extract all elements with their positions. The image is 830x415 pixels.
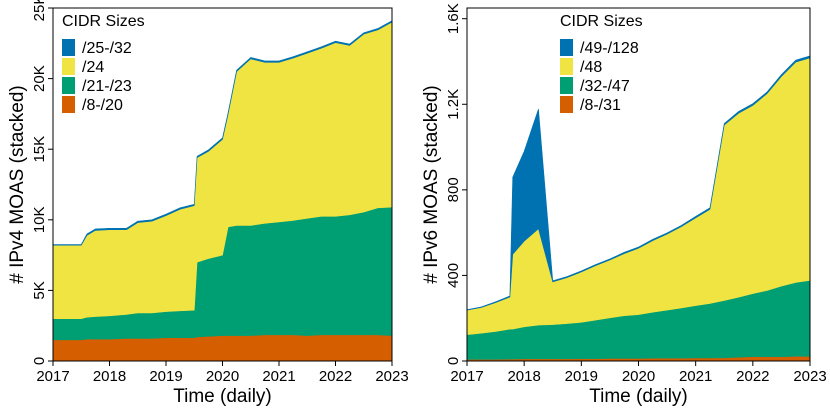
ipv4-legend-title: CIDR Sizes bbox=[62, 13, 145, 30]
ipv4-legend-label-0: /8-/20 bbox=[82, 97, 123, 114]
ipv6-legend-swatch-1 bbox=[560, 77, 573, 94]
ipv6-legend-swatch-2 bbox=[560, 58, 573, 75]
ipv6-y-tick-label-3: 1.2K bbox=[445, 89, 462, 120]
ipv6-legend-label-0: /8-/31 bbox=[580, 97, 621, 114]
ipv4-legend: CIDR Sizes/25-/32/24/21-/23/8-/20 bbox=[62, 13, 145, 114]
ipv6-legend-label-1: /32-/47 bbox=[580, 78, 630, 95]
ipv6-y-tick-label-4: 1.6K bbox=[445, 3, 462, 34]
ipv4-areas bbox=[52, 20, 393, 362]
ipv6-legend-swatch-3 bbox=[560, 39, 573, 56]
ipv6-chart-panel: 2017 2018 2019 2020 2021 2022 2023 0 400 800 1.2K 1… bbox=[421, 3, 827, 407]
ipv4-chart-panel: 2017 2018 2019 2020 2021 2022 2023 0 5K 10K 15K 20K… bbox=[7, 0, 409, 407]
ipv6-y-axis-title: # IPv6 MOAS (stacked) bbox=[421, 85, 442, 284]
ipv4-x-tick-label-6: 2023 bbox=[375, 368, 408, 385]
ipv6-x-tick-label-1: 2018 bbox=[507, 368, 540, 385]
ipv6-x-axis-title: Time (daily) bbox=[589, 386, 688, 407]
ipv4-legend-label-3: /25-/32 bbox=[82, 40, 132, 57]
ipv4-y-axis-title: # IPv4 MOAS (stacked) bbox=[7, 85, 28, 284]
ipv6-legend-swatch-0 bbox=[560, 96, 573, 113]
ipv6-legend-label-2: /48 bbox=[580, 59, 602, 76]
ipv4-y-tick-label-4: 20K bbox=[31, 65, 48, 92]
ipv4-legend-swatch-2 bbox=[62, 58, 75, 75]
ipv6-y-tick-label-1: 400 bbox=[445, 263, 462, 288]
ipv4-x-tick-label-5: 2022 bbox=[319, 368, 352, 385]
ipv4-x-tick-label-3: 2020 bbox=[206, 368, 239, 385]
ipv6-x-tick-label-0: 2017 bbox=[450, 368, 483, 385]
ipv6-x-tick-label-3: 2020 bbox=[622, 368, 655, 385]
ipv6-x-tick-label-4: 2021 bbox=[679, 368, 712, 385]
ipv4-legend-swatch-3 bbox=[62, 39, 75, 56]
ipv4-x-tick-label-4: 2021 bbox=[262, 368, 295, 385]
ipv4-legend-label-2: /24 bbox=[82, 59, 104, 76]
ipv4-y-tick-label-3: 15K bbox=[31, 136, 48, 163]
ipv6-legend-label-3: /49-/128 bbox=[580, 40, 639, 57]
ipv6-y-tick-label-0: 0 bbox=[445, 357, 462, 365]
ipv6-x-tick-label-5: 2022 bbox=[736, 368, 769, 385]
ipv4-y-tick-label-2: 10K bbox=[31, 206, 48, 233]
ipv4-legend-label-1: /21-/23 bbox=[82, 78, 132, 95]
ipv6-legend: CIDR Sizes/49-/128/48/32-/47/8-/31 bbox=[560, 13, 643, 114]
ipv6-y-tick-label-2: 800 bbox=[445, 177, 462, 202]
ipv6-legend-title: CIDR Sizes bbox=[560, 13, 643, 30]
ipv4-legend-swatch-0 bbox=[62, 96, 75, 113]
ipv4-y-tick-label-5: 25K bbox=[31, 0, 48, 21]
ipv6-x-tick-label-6: 2023 bbox=[793, 368, 826, 385]
ipv4-y-tick-label-0: 0 bbox=[31, 357, 48, 365]
ipv4-x-tick-label-2: 2019 bbox=[149, 368, 182, 385]
ipv6-x-tick-label-2: 2019 bbox=[565, 368, 598, 385]
ipv6-areas bbox=[466, 55, 811, 362]
ipv4-x-axis-title: Time (daily) bbox=[173, 386, 272, 407]
ipv4-x-tick-label-1: 2018 bbox=[93, 368, 126, 385]
ipv4-x-tick-label-0: 2017 bbox=[36, 368, 69, 385]
ipv4-y-tick-label-1: 5K bbox=[31, 281, 48, 299]
ipv4-legend-swatch-1 bbox=[62, 77, 75, 94]
